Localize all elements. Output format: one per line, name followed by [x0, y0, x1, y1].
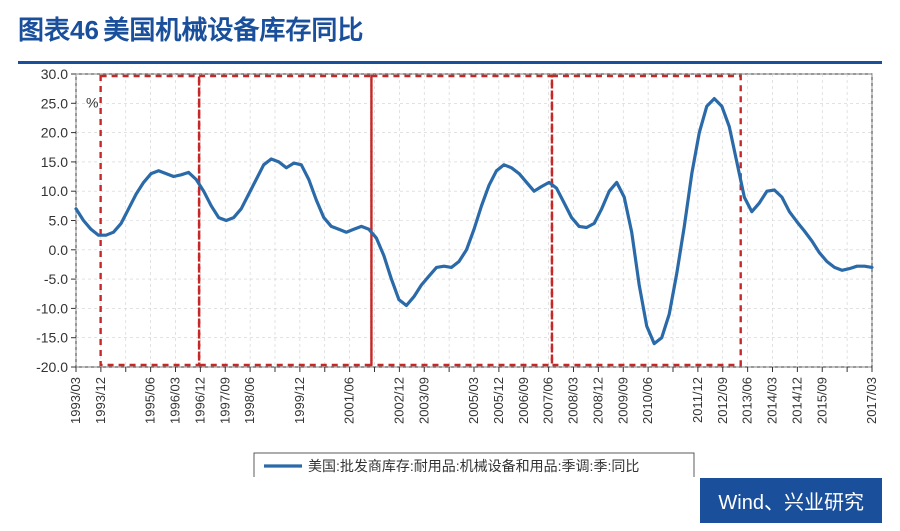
svg-text:美国:批发商库存:耐用品:机械设备和用品:季调:季:同比: 美国:批发商库存:耐用品:机械设备和用品:季调:季:同比 — [308, 458, 639, 474]
svg-text:2001/06: 2001/06 — [342, 377, 357, 424]
chart-title-prefix: 图表46 — [18, 15, 99, 45]
svg-text:1993/03: 1993/03 — [68, 377, 83, 424]
svg-text:15.0: 15.0 — [41, 154, 68, 170]
svg-text:2007/06: 2007/06 — [541, 377, 556, 424]
svg-text:2012/09: 2012/09 — [715, 377, 730, 424]
svg-text:2014/12: 2014/12 — [789, 377, 804, 424]
line-chart: -20.0 -15.0 -10.0 -5.0 0.0 5.0 10.0 15.0 20.0 25.… — [18, 66, 882, 477]
svg-text:5.0: 5.0 — [49, 213, 69, 229]
svg-text:2008/12: 2008/12 — [590, 377, 605, 424]
title-underline — [18, 61, 882, 64]
chart-title-main: 美国机械设备库存同比 — [103, 15, 363, 45]
svg-text:25.0: 25.0 — [41, 95, 68, 111]
svg-text:2009/09: 2009/09 — [615, 377, 630, 424]
svg-text:-20.0: -20.0 — [36, 359, 68, 375]
svg-text:2014/03: 2014/03 — [765, 377, 780, 424]
svg-text:20.0: 20.0 — [41, 125, 68, 141]
svg-text:2013/06: 2013/06 — [740, 377, 755, 424]
svg-text:2005/12: 2005/12 — [491, 377, 506, 424]
svg-text:1996/03: 1996/03 — [168, 377, 183, 424]
svg-text:2002/12: 2002/12 — [391, 377, 406, 424]
svg-text:2003/09: 2003/09 — [416, 377, 431, 424]
svg-text:2005/03: 2005/03 — [466, 377, 481, 424]
svg-text:-15.0: -15.0 — [36, 330, 68, 346]
svg-text:2010/06: 2010/06 — [640, 377, 655, 424]
svg-text:1996/12: 1996/12 — [192, 377, 207, 424]
svg-text:1993/12: 1993/12 — [93, 377, 108, 424]
svg-text:2017/03: 2017/03 — [864, 377, 879, 424]
svg-text:0.0: 0.0 — [49, 242, 69, 258]
svg-text:1999/12: 1999/12 — [292, 377, 307, 424]
svg-text:2006/09: 2006/09 — [516, 377, 531, 424]
svg-text:1995/06: 1995/06 — [143, 377, 158, 424]
svg-text:-5.0: -5.0 — [44, 271, 68, 287]
svg-text:1998/06: 1998/06 — [242, 377, 257, 424]
svg-text:2008/03: 2008/03 — [566, 377, 581, 424]
svg-text:10.0: 10.0 — [41, 183, 68, 199]
svg-text:1997/09: 1997/09 — [217, 377, 232, 424]
svg-text:%: % — [86, 94, 98, 110]
svg-text:30.0: 30.0 — [41, 66, 68, 82]
chart-container: -20.0 -15.0 -10.0 -5.0 0.0 5.0 10.0 15.0 20.0 25.… — [18, 66, 882, 477]
svg-text:2011/12: 2011/12 — [690, 377, 705, 423]
source-attribution: Wind、兴业研究 — [700, 478, 882, 523]
svg-text:-10.0: -10.0 — [36, 300, 68, 316]
svg-text:2015/09: 2015/09 — [814, 377, 829, 424]
